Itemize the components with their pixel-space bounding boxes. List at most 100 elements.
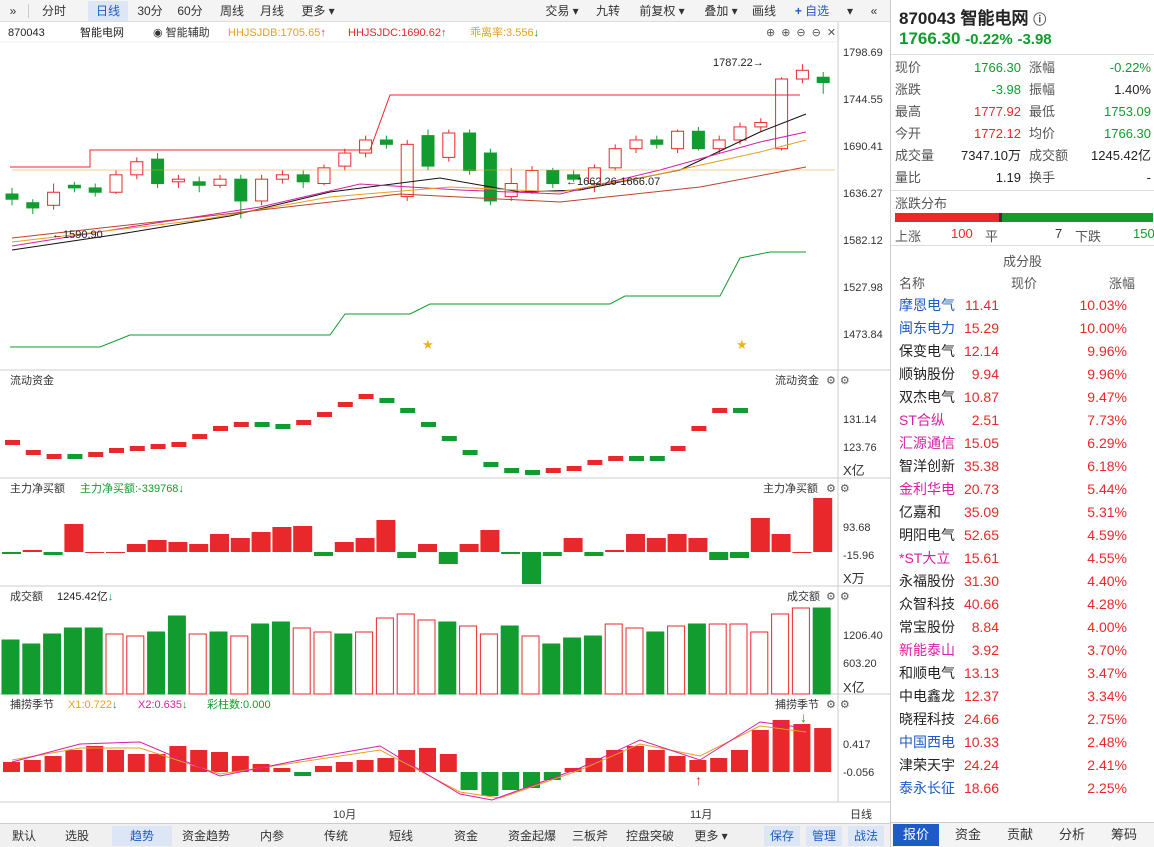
tab-default[interactable]: 默认 xyxy=(11,829,36,843)
collapse-right-icon[interactable]: « xyxy=(870,4,878,18)
component-stock-row[interactable]: 中电鑫龙 12.37 3.34% xyxy=(899,685,1149,708)
overlay-dropdown[interactable]: 叠加 ▾ xyxy=(704,4,738,18)
component-stock-row[interactable]: 摩恩电气 11.41 10.03% xyxy=(899,294,1149,317)
stock-name: 泰永长征 xyxy=(899,780,955,796)
stock-price: 24.66 xyxy=(963,711,999,727)
strategy-button[interactable]: 战法 xyxy=(848,826,884,846)
component-stock-row[interactable]: ST合纵 2.51 7.73% xyxy=(899,409,1149,432)
tab-fund-launch[interactable]: 资金起爆 xyxy=(507,829,556,843)
adjust-dropdown[interactable]: 前复权 ▾ xyxy=(639,4,685,18)
stock-change: 9.96% xyxy=(1087,366,1127,382)
amount-bar xyxy=(625,627,644,695)
flow-bar xyxy=(46,454,62,459)
tab-fund-trend[interactable]: 资金趋势 xyxy=(181,829,230,843)
tab-short-term[interactable]: 短线 xyxy=(388,829,413,843)
component-stock-row[interactable]: 津荣天宇 24.24 2.41% xyxy=(899,754,1149,777)
components-header: 名称 现价 涨幅 xyxy=(899,276,1136,291)
indicator-selector[interactable]: ◉ 智能辅助 xyxy=(153,27,210,39)
nine-turn-button[interactable]: 九转 xyxy=(595,4,620,18)
season-bar xyxy=(710,758,728,772)
tab-traditional[interactable]: 传统 xyxy=(323,829,348,843)
tab-analysis[interactable]: 分析 xyxy=(1058,827,1085,842)
season-bar xyxy=(356,760,374,772)
amount-axis-label: 1206.40 xyxy=(843,630,883,642)
chart-area[interactable]: ★ ★ ↑ ↓ 870043 智能电网 ◉ 智能辅助 HHJSJDB:1705.65↑… xyxy=(0,22,890,821)
trade-dropdown[interactable]: 交易 ▾ xyxy=(545,4,579,18)
stock-price: 11.41 xyxy=(965,297,999,313)
price-axis-label: 1582.12 xyxy=(843,235,883,247)
main-unit: X万 xyxy=(843,571,865,586)
stock-change: 10.00% xyxy=(1079,320,1127,336)
component-stock-row[interactable]: 顺钠股份 9.94 9.96% xyxy=(899,363,1149,386)
tab-more-dropdown[interactable]: 更多 ▾ xyxy=(694,829,728,843)
amount-bar xyxy=(791,607,810,695)
season-panel-gear-icon[interactable]: ⚙⚙ xyxy=(826,699,854,711)
candle-body xyxy=(546,169,560,185)
candle-body xyxy=(421,135,435,167)
amount-bar xyxy=(417,619,436,695)
collapse-icon[interactable]: » xyxy=(9,4,17,18)
component-stock-row[interactable]: 亿嘉和 35.09 5.31% xyxy=(899,501,1149,524)
netbuy-bar xyxy=(688,538,708,552)
tab-chips[interactable]: 筹码 xyxy=(1110,827,1137,842)
candle-body xyxy=(567,174,581,180)
candle-body xyxy=(275,174,289,180)
main-panel-gear-icon[interactable]: ⚙⚙ xyxy=(826,483,854,495)
netbuy-bar xyxy=(272,527,292,552)
component-stock-row[interactable]: 新能泰山 3.92 3.70% xyxy=(899,639,1149,662)
amount-bar xyxy=(251,623,270,695)
stock-change: 4.59% xyxy=(1087,527,1127,543)
period-30m[interactable]: 30分 xyxy=(137,4,163,18)
component-stock-row[interactable]: 中国西电 10.33 2.48% xyxy=(899,731,1149,754)
component-stock-row[interactable]: 闽东电力 15.29 10.00% xyxy=(899,317,1149,340)
tab-fund[interactable]: 资金 xyxy=(453,829,478,843)
tab-trend[interactable]: 趋势 xyxy=(112,826,172,846)
chart-window-controls[interactable]: ⊕⊕⊖⊖✕ xyxy=(766,27,843,39)
season-bar xyxy=(543,772,561,780)
component-stock-row[interactable]: 双杰电气 10.87 9.47% xyxy=(899,386,1149,409)
flow-panel-gear-icon[interactable]: ⚙⚙ xyxy=(826,375,854,387)
save-button[interactable]: 保存 xyxy=(764,826,800,846)
period-weekly[interactable]: 周线 xyxy=(219,4,244,18)
component-stock-row[interactable]: 金利华电 20.73 5.44% xyxy=(899,478,1149,501)
component-stock-row[interactable]: 汇源通信 15.05 6.29% xyxy=(899,432,1149,455)
season-bar xyxy=(231,756,249,772)
period-60m[interactable]: 60分 xyxy=(177,4,203,18)
component-stock-row[interactable]: 众智科技 40.66 4.28% xyxy=(899,593,1149,616)
tab-quote[interactable]: 报价 xyxy=(893,824,939,846)
flow-bar xyxy=(171,442,187,447)
draw-button[interactable]: 画线 xyxy=(752,4,777,18)
tab-three-axes[interactable]: 三板斧 xyxy=(571,829,608,843)
component-stock-row[interactable]: 明阳电气 52.65 4.59% xyxy=(899,524,1149,547)
amount-bar xyxy=(521,635,540,695)
tab-stock-select[interactable]: 选股 xyxy=(64,829,89,843)
candle-body xyxy=(650,139,664,145)
component-stock-row[interactable]: 永福股份 31.30 4.40% xyxy=(899,570,1149,593)
candle-body xyxy=(359,139,373,154)
tab-contribution[interactable]: 贡献 xyxy=(1006,827,1033,842)
component-stock-row[interactable]: 智洋创新 35.38 6.18% xyxy=(899,455,1149,478)
period-daily[interactable]: 日线 xyxy=(88,1,128,21)
add-watchlist-button[interactable]: + 自选 xyxy=(794,4,830,18)
amount-panel-gear-icon[interactable]: ⚙⚙ xyxy=(826,591,854,603)
manage-button[interactable]: 管理 xyxy=(806,826,842,846)
stock-name: 双杰电气 xyxy=(899,389,955,405)
tab-fund[interactable]: 资金 xyxy=(954,827,981,842)
component-stock-row[interactable]: 泰永长征 18.66 2.25% xyxy=(899,777,1149,800)
period-monthly[interactable]: 月线 xyxy=(259,4,284,18)
netbuy-bar xyxy=(210,534,229,552)
amount-bar xyxy=(812,607,831,695)
amount-bar xyxy=(729,623,748,695)
tab-insider[interactable]: 内参 xyxy=(259,829,284,843)
component-stock-row[interactable]: 和顺电气 13.13 3.47% xyxy=(899,662,1149,685)
component-stock-row[interactable]: 晓程科技 24.66 2.75% xyxy=(899,708,1149,731)
component-stock-row[interactable]: 常宝股份 8.84 4.00% xyxy=(899,616,1149,639)
component-stock-row[interactable]: 保变电气 12.14 9.96% xyxy=(899,340,1149,363)
component-stock-row[interactable]: *ST大立 15.61 4.55% xyxy=(899,547,1149,570)
flow-bar xyxy=(192,434,208,439)
period-more-dropdown[interactable]: 更多 ▾ xyxy=(301,4,335,18)
season-bar xyxy=(273,768,291,772)
watchlist-dropdown-icon[interactable]: ▾ xyxy=(846,4,854,18)
period-intraday[interactable]: 分时 xyxy=(41,4,66,18)
tab-control-break[interactable]: 控盘突破 xyxy=(625,829,674,843)
